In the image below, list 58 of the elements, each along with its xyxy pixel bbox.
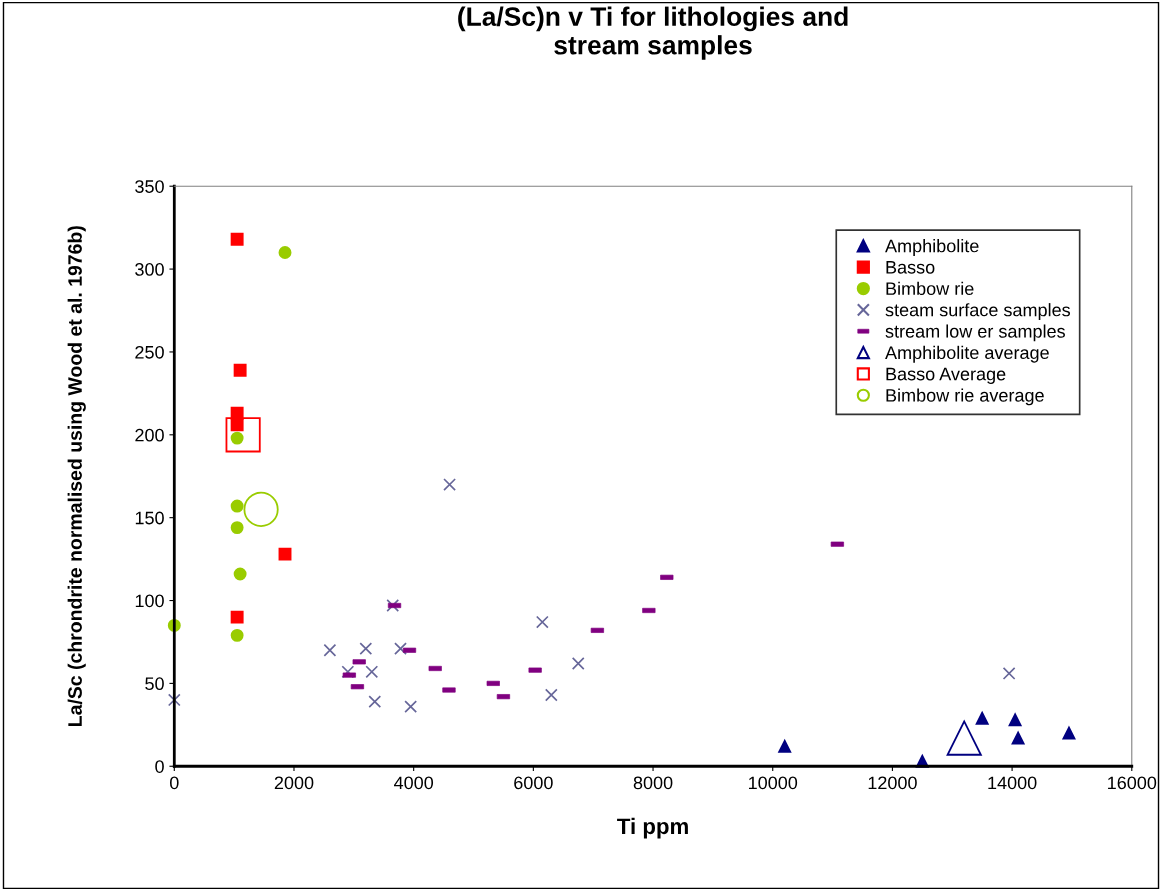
x-tick-label: 8000 <box>633 776 673 790</box>
y-tick-label: 0 <box>155 760 164 773</box>
x-tick-label: 2000 <box>274 776 314 790</box>
point <box>946 720 982 756</box>
legend-label: Amphibolite <box>885 239 979 256</box>
point <box>233 567 247 581</box>
point <box>359 642 373 655</box>
point <box>394 642 407 655</box>
x-tick-label: 0 <box>169 776 179 790</box>
point <box>230 232 244 246</box>
point <box>230 418 244 432</box>
point <box>230 628 244 642</box>
y-tick-label: 100 <box>135 594 164 608</box>
legend-label: Basso Average <box>886 367 1006 384</box>
chart-title: (La/Sc)n v Ti for lithologies and stream samples <box>458 6 848 60</box>
point <box>544 688 558 702</box>
x-tick-label: 10000 <box>749 776 798 790</box>
point <box>278 547 292 561</box>
point <box>167 693 181 707</box>
x-tick-label: 4000 <box>394 776 434 790</box>
legend-label: steam surface samples <box>885 303 1071 320</box>
y-tick-label: 200 <box>135 428 164 442</box>
point <box>230 521 244 535</box>
point <box>243 491 279 527</box>
point <box>1008 713 1022 727</box>
point <box>230 610 244 624</box>
y-tick-label: 300 <box>135 263 164 276</box>
x-axis-title: Ti ppm <box>617 817 688 839</box>
legend-label: Basso <box>886 261 935 274</box>
legend-label: Bimbow rie <box>886 281 974 296</box>
point <box>571 657 585 670</box>
y-tick-label: 50 <box>145 677 164 691</box>
x-tick-label: 14000 <box>988 776 1037 790</box>
x-tick-label: 6000 <box>514 776 553 790</box>
y-tick-label: 150 <box>135 511 164 525</box>
y-axis-title: La/Sc (chrondrite normalised using Wood et al. 1976b) <box>67 226 86 726</box>
point <box>278 246 292 259</box>
point <box>323 643 337 657</box>
point <box>233 363 247 377</box>
point <box>225 417 261 453</box>
point <box>975 711 989 725</box>
point <box>535 615 549 629</box>
point <box>443 478 456 491</box>
y-tick-label: 350 <box>135 180 164 193</box>
point <box>1002 667 1016 680</box>
legend-label: stream low er samples <box>885 324 1065 342</box>
point <box>368 695 382 709</box>
point <box>230 499 244 513</box>
y-tick-label: 250 <box>135 345 164 359</box>
x-tick-label: 16000 <box>1108 776 1157 790</box>
point <box>1011 731 1025 745</box>
point <box>778 739 792 753</box>
point <box>1062 726 1076 740</box>
point <box>404 700 418 713</box>
legend-label: Bimbow rie average <box>886 388 1044 406</box>
legend-label: Amphibolite average <box>885 345 1049 363</box>
x-tick-label: 12000 <box>868 776 917 790</box>
point <box>365 665 379 679</box>
